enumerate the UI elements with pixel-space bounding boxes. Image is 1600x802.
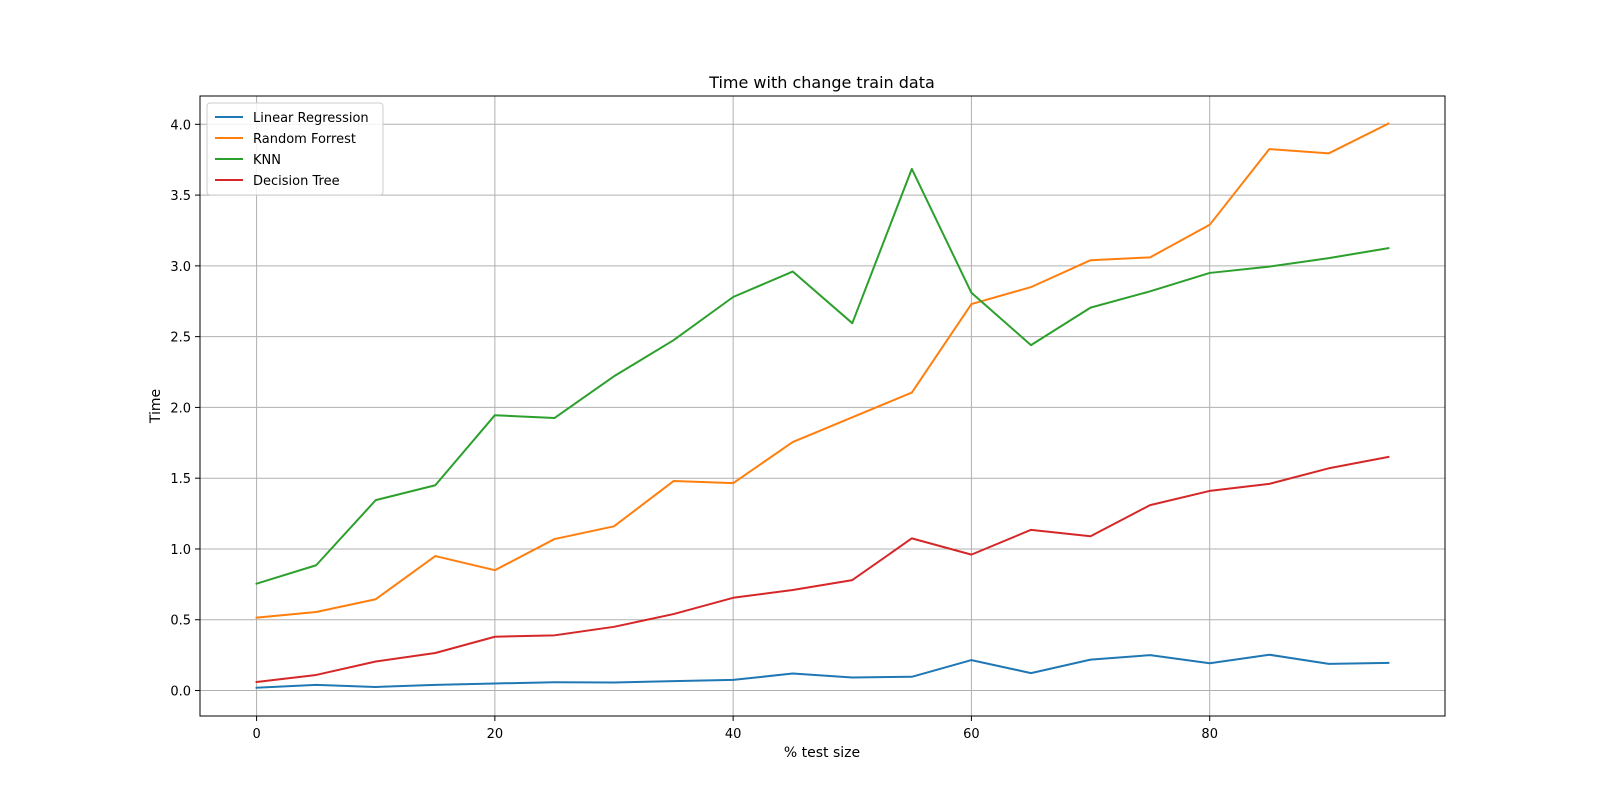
series-line-decision-tree (255, 455, 1390, 684)
plot-area-frame (199, 95, 1446, 717)
series-line-linear-regression (255, 653, 1390, 689)
legend-label: Random Forrest (253, 132, 356, 147)
y-tick-label: 1.5 (170, 472, 191, 487)
x-tick-label: 80 (1201, 727, 1218, 742)
y-tick-label: 3.5 (170, 189, 191, 204)
y-tick-label: 2.5 (170, 331, 191, 346)
legend-label: KNN (253, 153, 281, 168)
x-axis-label: % test size (784, 745, 860, 761)
x-tick-label: 60 (963, 727, 980, 742)
y-tick-label: 4.0 (170, 118, 191, 133)
x-tick-label: 40 (725, 727, 742, 742)
y-tick-label: 0.0 (170, 685, 191, 700)
series-line-knn (255, 167, 1390, 585)
y-axis-label: Time (148, 389, 164, 424)
legend: Linear Regression Random Forrest KNN Decisi… (206, 102, 384, 196)
grid (200, 96, 1445, 716)
y-tick-label: 0.5 (170, 614, 191, 629)
axis-ticks: 0 20 40 60 80 0.0 0.5 1.0 1.5 2.0 2.5 3.0 3.5 4.0 (170, 118, 1218, 742)
chart-title: Time with change train data (708, 73, 935, 92)
y-tick-label: 1.0 (170, 543, 191, 558)
x-tick-label: 0 (252, 727, 260, 742)
y-tick-label: 2.0 (170, 401, 191, 416)
series-line-random-forrest (255, 122, 1390, 619)
legend-label: Decision Tree (253, 174, 340, 189)
legend-box (206, 102, 384, 196)
x-tick-label: 20 (487, 727, 504, 742)
series-lines (255, 122, 1390, 689)
y-tick-label: 3.0 (170, 260, 191, 275)
legend-label: Linear Regression (253, 111, 369, 126)
